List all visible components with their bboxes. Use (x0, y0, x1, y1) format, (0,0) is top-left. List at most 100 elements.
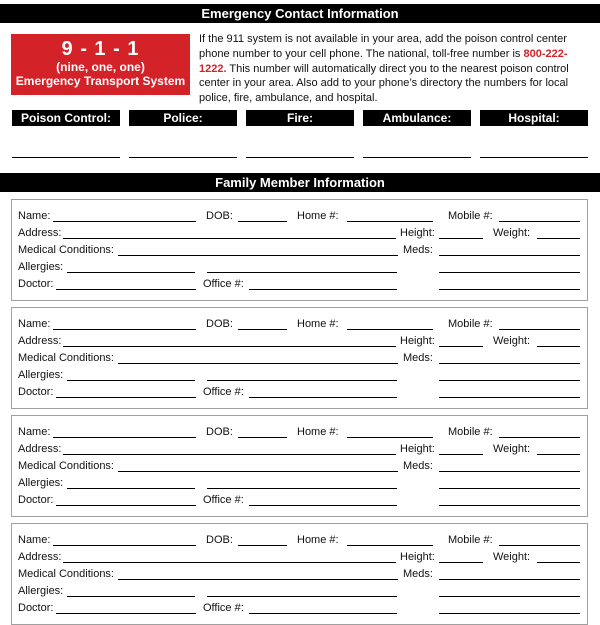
input-line[interactable] (118, 363, 398, 364)
input-line[interactable] (439, 471, 580, 472)
input-line[interactable] (537, 454, 580, 455)
input-line[interactable] (56, 505, 196, 506)
input-line[interactable] (207, 272, 397, 273)
input-line[interactable] (67, 272, 195, 273)
allergies-label: Allergies: (18, 261, 64, 273)
home-label: Home #: (297, 534, 339, 546)
input-line[interactable] (347, 329, 433, 330)
family-member-header: Family Member Information (0, 173, 600, 192)
input-line[interactable] (53, 329, 196, 330)
input-line[interactable] (207, 596, 397, 597)
input-line[interactable] (118, 255, 398, 256)
input-line[interactable] (439, 238, 483, 239)
input-line[interactable] (439, 272, 580, 273)
medical-label: Medical Conditions: (18, 460, 114, 472)
input-line[interactable] (238, 329, 287, 330)
contact-number-field[interactable] (363, 157, 471, 158)
input-line[interactable] (439, 505, 580, 506)
input-line[interactable] (537, 238, 580, 239)
input-line[interactable] (439, 363, 580, 364)
input-line[interactable] (118, 471, 398, 472)
height-label: Height: (400, 227, 435, 239)
poison-phone: 800-222-1222. (199, 47, 568, 75)
intro-text: If the 911 system is not available in yo… (199, 32, 569, 106)
dob-label: DOB: (206, 318, 233, 330)
mobile-label: Mobile #: (448, 426, 493, 438)
dob-label: DOB: (206, 534, 233, 546)
home-label: Home #: (297, 318, 339, 330)
name-label: Name: (18, 210, 51, 222)
911-spelled: (nine, one, one) (56, 60, 145, 74)
input-line[interactable] (63, 562, 396, 563)
contact-label: Fire: (246, 110, 354, 126)
meds-label: Meds: (403, 244, 433, 256)
input-line[interactable] (207, 488, 397, 489)
input-line[interactable] (439, 562, 483, 563)
allergies-label: Allergies: (18, 477, 64, 489)
input-line[interactable] (238, 545, 287, 546)
input-line[interactable] (499, 437, 580, 438)
contact-number-field[interactable] (12, 157, 120, 158)
input-line[interactable] (249, 613, 397, 614)
input-line[interactable] (347, 221, 433, 222)
input-line[interactable] (439, 488, 580, 489)
emergency-911-box: 9 - 1 - 1 (nine, one, one) Emergency Tra… (11, 34, 190, 95)
input-line[interactable] (56, 397, 196, 398)
input-line[interactable] (439, 596, 580, 597)
address-label: Address: (18, 335, 62, 347)
family-member-card: Name: DOB: Home #: Mobile #: Address: Height:… (11, 307, 588, 409)
input-line[interactable] (56, 289, 196, 290)
input-line[interactable] (347, 437, 433, 438)
input-line[interactable] (67, 488, 195, 489)
address-label: Address: (18, 551, 62, 563)
input-line[interactable] (118, 579, 398, 580)
home-label: Home #: (297, 426, 339, 438)
doctor-label: Doctor: (18, 386, 54, 398)
input-line[interactable] (238, 437, 287, 438)
input-line[interactable] (439, 397, 580, 398)
contact-number-field[interactable] (129, 157, 237, 158)
input-line[interactable] (439, 380, 580, 381)
contact-number-field[interactable] (246, 157, 354, 158)
input-line[interactable] (53, 221, 196, 222)
contact-label: Ambulance: (363, 110, 471, 126)
name-label: Name: (18, 534, 51, 546)
office-label: Office #: (203, 278, 244, 290)
input-line[interactable] (347, 545, 433, 546)
input-line[interactable] (63, 346, 396, 347)
input-line[interactable] (67, 380, 195, 381)
input-line[interactable] (63, 454, 396, 455)
office-label: Office #: (203, 494, 244, 506)
input-line[interactable] (53, 545, 196, 546)
input-line[interactable] (439, 579, 580, 580)
meds-label: Meds: (403, 460, 433, 472)
address-label: Address: (18, 443, 62, 455)
input-line[interactable] (53, 437, 196, 438)
input-line[interactable] (249, 505, 397, 506)
input-line[interactable] (207, 380, 397, 381)
input-line[interactable] (537, 562, 580, 563)
name-label: Name: (18, 426, 51, 438)
office-label: Office #: (203, 602, 244, 614)
input-line[interactable] (249, 397, 397, 398)
input-line[interactable] (63, 238, 396, 239)
contact-number-field[interactable] (480, 157, 588, 158)
input-line[interactable] (67, 596, 195, 597)
mobile-label: Mobile #: (448, 534, 493, 546)
input-line[interactable] (249, 289, 397, 290)
meds-label: Meds: (403, 568, 433, 580)
input-line[interactable] (238, 221, 287, 222)
doctor-label: Doctor: (18, 494, 54, 506)
office-label: Office #: (203, 386, 244, 398)
input-line[interactable] (439, 613, 580, 614)
input-line[interactable] (56, 613, 196, 614)
input-line[interactable] (537, 346, 580, 347)
input-line[interactable] (439, 255, 580, 256)
input-line[interactable] (439, 454, 483, 455)
medical-label: Medical Conditions: (18, 244, 114, 256)
input-line[interactable] (499, 221, 580, 222)
input-line[interactable] (439, 289, 580, 290)
input-line[interactable] (499, 329, 580, 330)
input-line[interactable] (439, 346, 483, 347)
input-line[interactable] (499, 545, 580, 546)
